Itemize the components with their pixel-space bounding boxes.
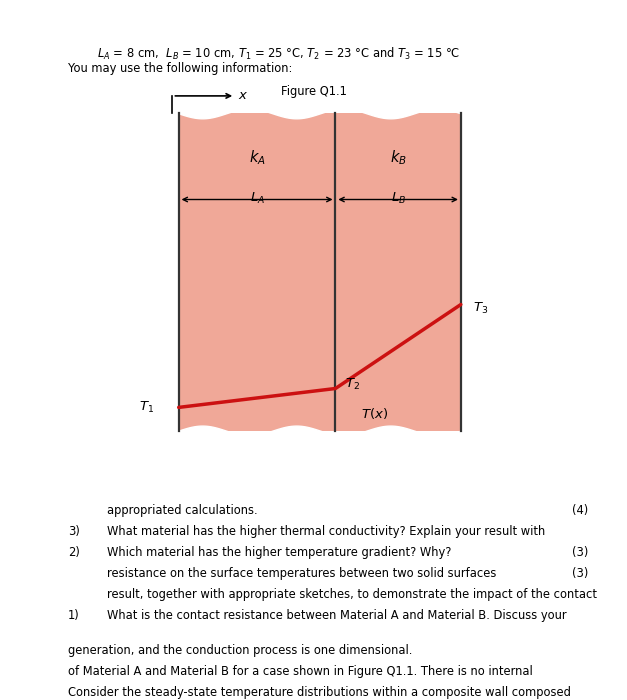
Text: What material has the higher thermal conductivity? Explain your result with: What material has the higher thermal con…	[107, 525, 545, 538]
Bar	[335, 113, 461, 430]
Text: (3): (3)	[572, 567, 588, 580]
Text: of Material A and Material B for a case shown in Figure Q1.1. There is no intern: of Material A and Material B for a case …	[68, 665, 532, 678]
Text: What is the contact resistance between Material A and Material B. Discuss your: What is the contact resistance between M…	[107, 609, 566, 622]
Text: (3): (3)	[572, 546, 588, 559]
Text: Figure Q1.1: Figure Q1.1	[280, 85, 347, 99]
Text: $\mathit{x}$: $\mathit{x}$	[238, 90, 248, 102]
Text: resistance on the surface temperatures between two solid surfaces: resistance on the surface temperatures b…	[107, 567, 496, 580]
Text: $\mathit{k_A}$: $\mathit{k_A}$	[249, 148, 265, 167]
Text: You may use the following information:: You may use the following information:	[68, 62, 292, 75]
Text: 3): 3)	[68, 525, 80, 538]
Text: $\mathit{L_B}$: $\mathit{L_B}$	[391, 191, 406, 206]
Text: $\mathit{T(x)}$: $\mathit{T(x)}$	[361, 407, 387, 421]
Text: Which material has the higher temperature gradient? Why?: Which material has the higher temperatur…	[107, 546, 451, 559]
Text: 1): 1)	[68, 609, 80, 622]
Text: $L_A$ = 8 cm,  $L_B$ = 10 cm, $T_1$ = 25 °C, $T_2$ = 23 °C and $T_3$ = 15 °C: $L_A$ = 8 cm, $L_B$ = 10 cm, $T_1$ = 25 …	[97, 46, 460, 62]
Text: Consider the steady-state temperature distributions within a composite wall comp: Consider the steady-state temperature di…	[68, 686, 571, 699]
Text: generation, and the conduction process is one dimensional.: generation, and the conduction process i…	[68, 644, 412, 657]
Text: $\mathit{k_B}$: $\mathit{k_B}$	[390, 148, 406, 167]
Text: 2): 2)	[68, 546, 80, 559]
Text: $\mathit{T}_2$: $\mathit{T}_2$	[345, 377, 360, 392]
Text: $\mathit{L_A}$: $\mathit{L_A}$	[250, 191, 265, 206]
Text: result, together with appropriate sketches, to demonstrate the impact of the con: result, together with appropriate sketch…	[107, 588, 596, 601]
Text: (4): (4)	[572, 504, 588, 517]
Text: appropriated calculations.: appropriated calculations.	[107, 504, 257, 517]
Bar	[179, 113, 335, 430]
Text: $\mathit{T}_3$: $\mathit{T}_3$	[473, 301, 488, 316]
Text: $\mathit{T}_1$: $\mathit{T}_1$	[139, 400, 154, 415]
